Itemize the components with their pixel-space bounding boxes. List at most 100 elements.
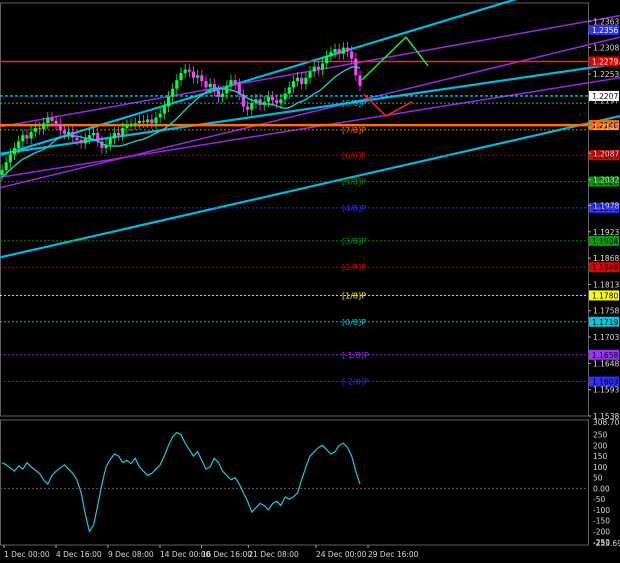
candle-body [275, 100, 279, 104]
oscillator-tick-label: -100 [593, 506, 610, 515]
oscillator-tick-label: 200 [593, 441, 608, 450]
murrey-levels: [6/8]P [7/8]P [6/8]P 1.2083 [5/8]P 1.2028 [4/8… [0, 99, 619, 387]
price-level-label: 1.2146 [592, 121, 618, 130]
candle-body [166, 96, 171, 107]
candle-body [270, 96, 275, 101]
murrey-label: [3/8]P [342, 237, 366, 246]
top-level-box [589, 24, 619, 35]
candle-body [350, 51, 354, 59]
price-tick-label: 1.1978 [593, 201, 619, 210]
oscillator-tick-label: 100 [593, 463, 608, 472]
murrey-price-label: 1.2028 [592, 178, 618, 187]
candle-body [75, 137, 79, 140]
candle-body [12, 148, 17, 155]
murrey-price-label: 1.1658 [592, 351, 618, 360]
candle-body [291, 81, 295, 88]
candle-body [191, 71, 196, 78]
upper-inner-channel-line [0, 14, 620, 128]
time-tick-label: 21 Dec 08:00 [248, 550, 299, 559]
candle-body [141, 120, 146, 123]
oscillator-tick-label: -200 [593, 527, 610, 536]
murrey-label: [-2/8]P [342, 378, 369, 387]
main-frame [0, 2, 589, 417]
candle-body [183, 69, 187, 73]
candle-body [196, 75, 200, 78]
price-axis: 1.23631.23081.22531.21971.21421.20871.20… [588, 17, 619, 421]
candle-body [79, 139, 83, 144]
candle-body [316, 66, 320, 70]
candle-body [129, 124, 133, 126]
murrey-label: [-1/8]P [342, 351, 369, 360]
candle-body [25, 135, 29, 139]
candle-body [250, 103, 254, 110]
candle-body [50, 117, 54, 121]
oscillator-tick-label: 150 [593, 452, 608, 461]
candle-body [116, 132, 121, 136]
oscillator-tick-label: -250 [593, 538, 610, 547]
candle-body [233, 80, 237, 84]
candle-body [4, 162, 8, 171]
candle-body [341, 47, 345, 54]
price-tick-label: 1.1593 [593, 386, 619, 395]
price-tick-label: 1.2032 [593, 176, 619, 185]
oscillator-tick-label: -253.695 [593, 539, 620, 548]
candle-body [108, 138, 112, 145]
murrey-label: [4/8]P [342, 204, 366, 213]
murrey-price-label: 1.1603 [592, 378, 618, 387]
murrey-price-label: 1.1719 [592, 318, 618, 327]
candle-body [121, 127, 125, 136]
price-tick-label: 1.2308 [593, 44, 619, 53]
candle-body [333, 49, 337, 53]
candle-body [162, 106, 166, 114]
main-grid [0, 2, 589, 546]
candle-body [8, 154, 12, 163]
price-level-box [589, 90, 619, 101]
oscillator-frame [0, 419, 589, 546]
price-tick-label: 1.1813 [593, 280, 619, 289]
price-level-label: 1.2279 [592, 57, 618, 66]
candle-body [241, 94, 246, 107]
candle-body [295, 77, 300, 82]
murrey-price-label: 1.1973 [592, 204, 618, 213]
candle-body [158, 113, 162, 118]
oscillator-line [1, 431, 361, 533]
candle-body [216, 90, 221, 97]
candle-body [200, 75, 204, 82]
candle-body [187, 69, 191, 72]
candle-body [179, 72, 183, 81]
candle-body [146, 119, 150, 123]
candle-body [358, 75, 362, 86]
time-tick-label: 29 Dec 16:00 [368, 550, 419, 559]
murrey-price-label: 1.1849 [592, 263, 618, 272]
lower-outer-channel-line [0, 114, 620, 259]
price-tick-label: 1.1703 [593, 333, 619, 342]
murrey-label: [2/8]P [342, 263, 366, 272]
murrey-price-box [589, 290, 619, 301]
price-tick-label: 1.1648 [593, 359, 619, 368]
candle-body [96, 132, 100, 142]
candle-body [221, 93, 225, 97]
candle-body [100, 141, 104, 149]
time-tick-label: 14 Dec 00:00 [160, 550, 211, 559]
time-tick-label: 9 Dec 08:00 [108, 550, 154, 559]
murrey-price-label: 1.2083 [592, 151, 618, 160]
candle-body [83, 138, 87, 144]
candle-body [237, 83, 241, 95]
murrey-price-box [589, 235, 619, 246]
murrey-price-label: 1.1904 [592, 237, 618, 246]
candle-body [329, 52, 333, 57]
candle-body [204, 81, 208, 88]
moving-average [1, 66, 361, 178]
murrey-price-box [589, 316, 619, 327]
candle-body [17, 141, 21, 149]
price-tick-label: 1.1758 [593, 307, 619, 316]
candle-body [150, 119, 154, 124]
candle-body [21, 135, 25, 142]
murrey-label: [5/8]P [342, 178, 366, 187]
oscillator-tick-label: 50 [593, 474, 603, 483]
candle-body [287, 87, 291, 94]
top-level-label: 1.2356 [592, 26, 618, 35]
